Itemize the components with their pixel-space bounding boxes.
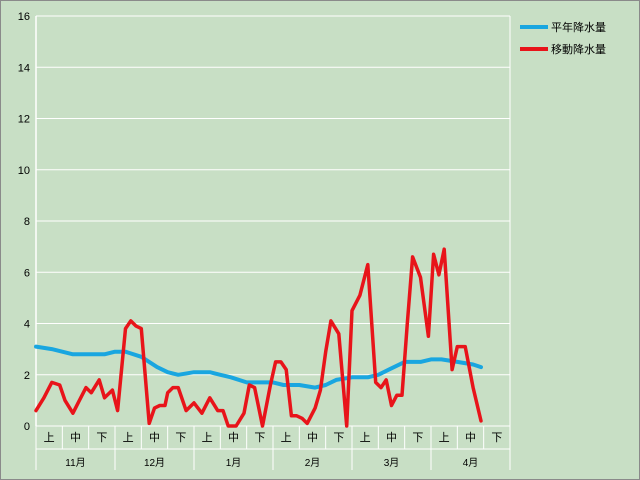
x-sub-label: 中	[386, 431, 397, 444]
x-sub-label: 下	[491, 432, 502, 444]
y-tick-label: 14	[18, 62, 30, 74]
x-sub-label: 上	[44, 431, 55, 444]
y-tick-label: 8	[24, 216, 30, 228]
x-sub-label: 上	[439, 431, 450, 444]
y-tick-label: 0	[24, 421, 30, 433]
y-tick-label: 16	[18, 11, 30, 23]
x-sub-label: 下	[175, 432, 186, 444]
series-line-moving	[34, 247, 483, 428]
x-sub-label: 下	[254, 432, 265, 444]
x-sub-label: 上	[202, 431, 213, 444]
series-layer	[34, 247, 483, 428]
x-month-label: 1月	[226, 457, 242, 469]
y-axis: 0 2 4 6 8 10 12 14 16	[18, 11, 30, 433]
series-line-normal	[34, 344, 483, 390]
legend: 平年降水量 移動降水量	[520, 20, 606, 56]
y-tick-label: 6	[24, 267, 30, 279]
x-sub-label: 下	[96, 432, 107, 444]
x-month-label: 3月	[384, 457, 400, 469]
y-tick-label: 12	[18, 114, 30, 126]
y-tick-label: 10	[18, 165, 30, 177]
x-month-label: 12月	[144, 457, 165, 469]
legend-label-normal: 平年降水量	[551, 20, 606, 34]
x-sub-label: 上	[123, 431, 134, 444]
x-sub-label: 中	[228, 431, 239, 444]
x-month-label: 4月	[463, 457, 479, 469]
legend-label-moving: 移動降水量	[551, 42, 606, 56]
x-axis: 上 中 下 11月 上 中 下 12月 上 中 下 1月 上 中 下 2月 上 中 下 3月 上 中 下 4月	[35, 426, 511, 470]
y-tick-label: 2	[24, 370, 30, 382]
x-sub-label: 下	[412, 432, 423, 444]
y-tick-label: 4	[24, 319, 30, 331]
x-month-label: 11月	[65, 457, 85, 469]
x-sub-label: 下	[333, 432, 344, 444]
x-sub-label: 中	[465, 431, 476, 444]
x-sub-label: 上	[281, 431, 292, 444]
x-sub-label: 中	[70, 431, 81, 444]
x-sub-label: 上	[360, 431, 371, 444]
x-month-label: 2月	[305, 457, 321, 469]
x-sub-label: 中	[307, 431, 318, 444]
grid-layer	[35, 15, 511, 427]
x-sub-label: 中	[149, 431, 160, 444]
